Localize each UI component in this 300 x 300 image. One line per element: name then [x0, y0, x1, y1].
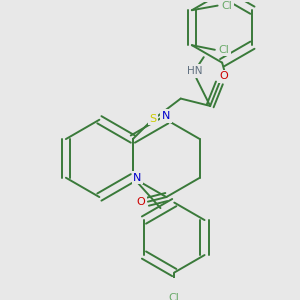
- Text: Cl: Cl: [219, 45, 230, 55]
- Text: O: O: [220, 71, 228, 82]
- Text: N: N: [133, 173, 142, 183]
- Text: N: N: [162, 111, 170, 121]
- Text: O: O: [136, 197, 145, 207]
- Text: HN: HN: [187, 66, 202, 76]
- Text: S: S: [149, 114, 157, 124]
- Text: Cl: Cl: [169, 293, 180, 300]
- Text: Cl: Cl: [221, 1, 232, 10]
